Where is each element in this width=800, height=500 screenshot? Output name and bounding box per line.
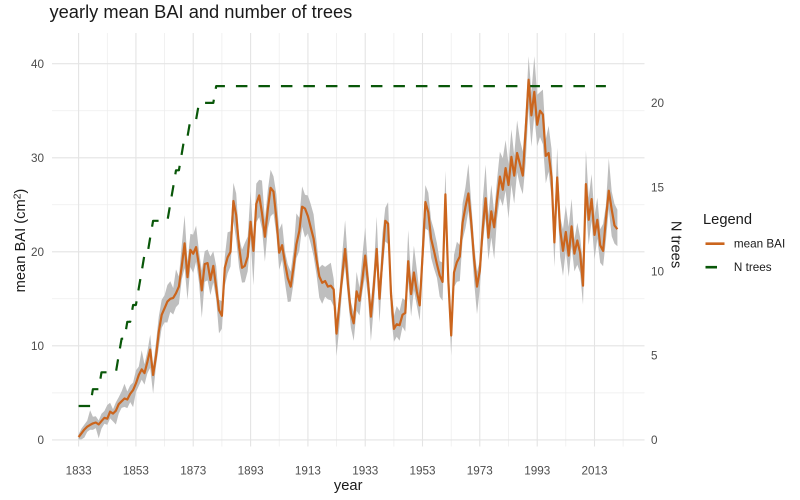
svg-text:mean BAI: mean BAI bbox=[734, 237, 785, 250]
svg-text:0: 0 bbox=[651, 434, 658, 447]
svg-text:15: 15 bbox=[651, 181, 665, 194]
svg-text:Legend: Legend bbox=[703, 212, 752, 228]
svg-text:2013: 2013 bbox=[581, 465, 607, 478]
svg-text:1993: 1993 bbox=[524, 465, 550, 478]
svg-text:5: 5 bbox=[651, 350, 658, 363]
svg-text:year: year bbox=[334, 478, 363, 494]
svg-text:10: 10 bbox=[651, 266, 665, 279]
svg-text:1913: 1913 bbox=[295, 465, 321, 478]
svg-text:1873: 1873 bbox=[180, 465, 206, 478]
svg-text:1853: 1853 bbox=[123, 465, 149, 478]
svg-text:N trees: N trees bbox=[668, 221, 684, 268]
svg-text:1973: 1973 bbox=[467, 465, 493, 478]
svg-text:N trees: N trees bbox=[734, 261, 772, 274]
svg-text:20: 20 bbox=[651, 97, 665, 110]
svg-text:40: 40 bbox=[31, 58, 45, 71]
svg-text:20: 20 bbox=[31, 246, 45, 259]
svg-text:1933: 1933 bbox=[352, 465, 378, 478]
svg-text:1833: 1833 bbox=[66, 465, 92, 478]
svg-text:yearly mean BAI and number of: yearly mean BAI and number of trees bbox=[50, 1, 353, 22]
svg-text:1893: 1893 bbox=[238, 465, 264, 478]
svg-text:10: 10 bbox=[31, 340, 45, 353]
svg-text:30: 30 bbox=[31, 152, 45, 165]
svg-text:mean BAI (cm2): mean BAI (cm2) bbox=[13, 189, 30, 293]
svg-text:0: 0 bbox=[37, 434, 44, 447]
svg-text:1953: 1953 bbox=[409, 465, 435, 478]
